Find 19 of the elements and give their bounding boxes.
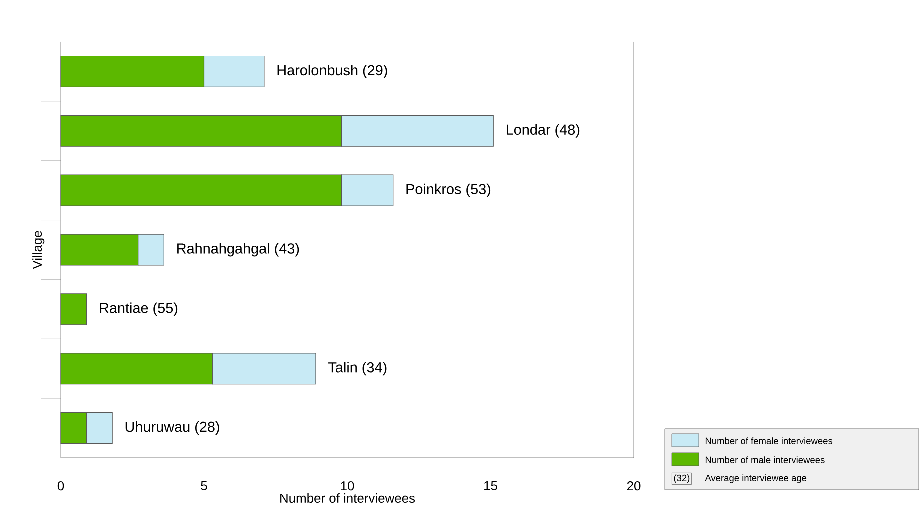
legend-label: Number of male interviewees [706,456,825,464]
text: (32) [674,474,690,484]
y-tick-label: Rantiae (55) [100,302,178,316]
y-axis-title: Village [32,231,45,270]
text: Average interviewee age [705,474,807,484]
x-tick-label: 5 [201,482,208,491]
x-axis-title: Number of interviewees [280,494,416,504]
y-tick-label: Rahnahgahgal (43) [178,243,300,257]
y-tick-label: Talin (34) [328,362,387,376]
x-tick-label: 15 [484,482,498,491]
y-tick-label: Uhuruwau (28) [126,422,220,436]
x-tick-label: 10 [341,482,354,491]
legend-label: Number of female interviewees [706,438,833,444]
bar [60,294,88,326]
x-tick-label: 0 [58,482,64,491]
x-tick-label: 20 [627,482,641,491]
y-tick-label: Poinkros (53) [406,184,491,198]
y-tick-label: Harolonbush (29) [278,64,388,78]
y-tick-label: Londar (48) [507,124,580,138]
